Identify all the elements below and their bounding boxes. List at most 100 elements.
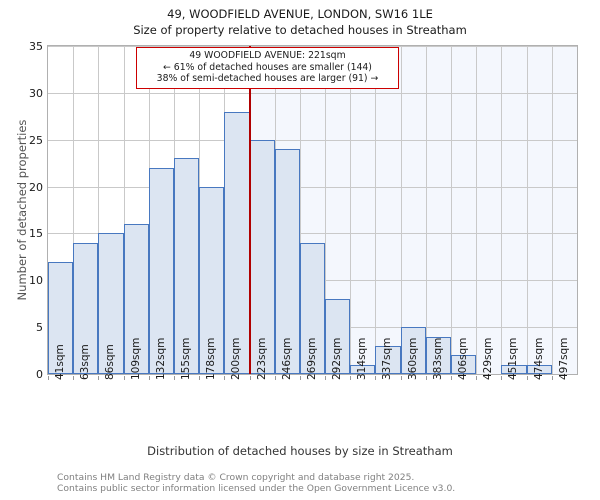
histogram-bar [173, 158, 200, 374]
x-axis-tick-label: 246sqm [280, 337, 293, 380]
histogram-bar [148, 167, 174, 374]
x-axis-tick-label: 474sqm [532, 337, 545, 380]
gridline-vertical [325, 46, 327, 374]
x-axis-tick-label: 41sqm [54, 344, 66, 380]
x-axis-tick-label: 178sqm [205, 337, 218, 380]
x-axis-tick-label: 360sqm [406, 337, 419, 380]
x-axis-tick-mark [299, 376, 301, 380]
x-axis-tick-mark [501, 376, 503, 380]
y-axis-tick-label: 30 [29, 86, 43, 100]
property-size-marker-line [248, 46, 251, 374]
gridline-vertical [425, 46, 427, 374]
y-axis-tick-label: 35 [29, 40, 43, 53]
histogram-bar [48, 261, 74, 374]
x-axis-tick-mark [98, 376, 100, 380]
histogram-plot-area [47, 45, 578, 375]
y-axis-tick-label: 15 [29, 227, 43, 241]
y-axis-tick-label: 25 [29, 133, 43, 147]
gridline-vertical [299, 46, 301, 374]
y-axis-tick-label: 0 [36, 368, 43, 381]
x-axis-tick-mark [551, 376, 553, 380]
footer-line-1: Contains HM Land Registry data © Crown c… [57, 472, 415, 483]
x-axis-tick-label: 155sqm [179, 337, 192, 380]
histogram-bar [526, 364, 552, 374]
x-axis-tick-mark [48, 376, 49, 380]
histogram-bar [375, 345, 401, 374]
gridline-vertical [375, 46, 377, 374]
x-axis-tick-label: 497sqm [557, 337, 570, 380]
attribution-footer: Contains HM Land Registry data © Crown c… [57, 472, 577, 494]
annotation-line-1: 49 WOODFIELD AVENUE: 221sqm [189, 50, 346, 61]
histogram-bar [501, 364, 527, 374]
gridline-horizontal [48, 139, 577, 141]
page-subtitle: Size of property relative to detached ho… [133, 23, 467, 37]
gridline-vertical [73, 46, 75, 374]
gridline-vertical [123, 46, 125, 374]
gridline-horizontal [48, 186, 577, 188]
gridline-vertical [98, 46, 100, 374]
page-title: 49, WOODFIELD AVENUE, LONDON, SW16 1LE [167, 7, 433, 21]
gridline-vertical [501, 46, 503, 374]
x-axis-tick-mark [325, 376, 327, 380]
x-axis-tick-mark [249, 376, 251, 380]
histogram-bar [451, 355, 477, 374]
x-axis-tick-mark [73, 376, 75, 380]
y-axis-tick-label: 5 [36, 321, 43, 335]
gridline-vertical [400, 46, 402, 374]
x-axis-tick-label: 429sqm [482, 337, 495, 380]
gridline-vertical [451, 46, 453, 374]
x-axis-tick-mark [199, 376, 201, 380]
y-axis-ticks: 0 5 10 15 20 25 30 35 [0, 0, 43, 500]
x-axis-tick-mark [451, 376, 453, 380]
property-annotation-box: 49 WOODFIELD AVENUE: 221sqm ← 61% of det… [136, 47, 399, 89]
x-axis-tick-mark [476, 376, 478, 380]
histogram-bar [73, 242, 99, 374]
x-axis-tick-label: 132sqm [154, 337, 167, 380]
gridline-horizontal [48, 46, 577, 47]
gridline-vertical [350, 46, 352, 374]
x-axis-tick-label: 200sqm [230, 337, 243, 380]
x-axis-tick-mark [123, 376, 125, 380]
y-axis-tick-label: 20 [29, 180, 43, 194]
x-axis-tick-mark [400, 376, 402, 380]
title-block: 49, WOODFIELD AVENUE, LONDON, SW16 1LE S… [0, 6, 600, 38]
footer-line-2: Contains public sector information licen… [57, 483, 456, 494]
x-axis-title: Distribution of detached houses by size … [147, 444, 453, 458]
x-axis-tick-mark [224, 376, 226, 380]
x-axis-tick-mark [148, 376, 150, 380]
x-axis-tick-mark [425, 376, 427, 380]
histogram-bar [350, 364, 376, 374]
gridline-vertical [551, 46, 553, 374]
annotation-line-3: 38% of semi-detached houses are larger (… [156, 73, 379, 84]
histogram-bar [325, 299, 351, 374]
x-axis-tick-label: 406sqm [457, 337, 470, 380]
histogram-bar [199, 186, 225, 374]
gridline-vertical [526, 46, 528, 374]
x-axis-tick-label: 451sqm [507, 337, 520, 380]
histogram-bar [425, 336, 452, 374]
x-axis-tick-label: 223sqm [255, 337, 268, 380]
x-axis-tick-mark [173, 376, 175, 380]
annotation-line-2: ← 61% of detached houses are smaller (14… [163, 61, 372, 73]
x-axis-tick-mark [350, 376, 352, 380]
x-axis-tick-label: 292sqm [331, 337, 344, 380]
x-axis-tick-mark [526, 376, 528, 380]
gridline-horizontal [48, 233, 577, 235]
histogram-bar [299, 242, 326, 374]
gridline-horizontal [48, 92, 577, 94]
histogram-bar [400, 327, 426, 374]
x-axis-tick-label: 383sqm [431, 337, 444, 380]
x-axis-tick-label: 86sqm [104, 344, 117, 380]
histogram-bar [274, 149, 300, 374]
x-axis-tick-label: 63sqm [79, 344, 92, 380]
x-axis-tick-label: 109sqm [129, 337, 142, 380]
x-axis-tick-label: 314sqm [356, 337, 369, 380]
x-axis-tick-mark [375, 376, 377, 380]
x-axis-tick-label: 269sqm [305, 337, 318, 380]
histogram-bar [123, 224, 149, 374]
x-axis-tick-label: 337sqm [381, 337, 394, 380]
y-axis-tick-label: 10 [29, 274, 43, 288]
gridline-vertical [476, 46, 478, 374]
histogram-bar [98, 233, 124, 374]
